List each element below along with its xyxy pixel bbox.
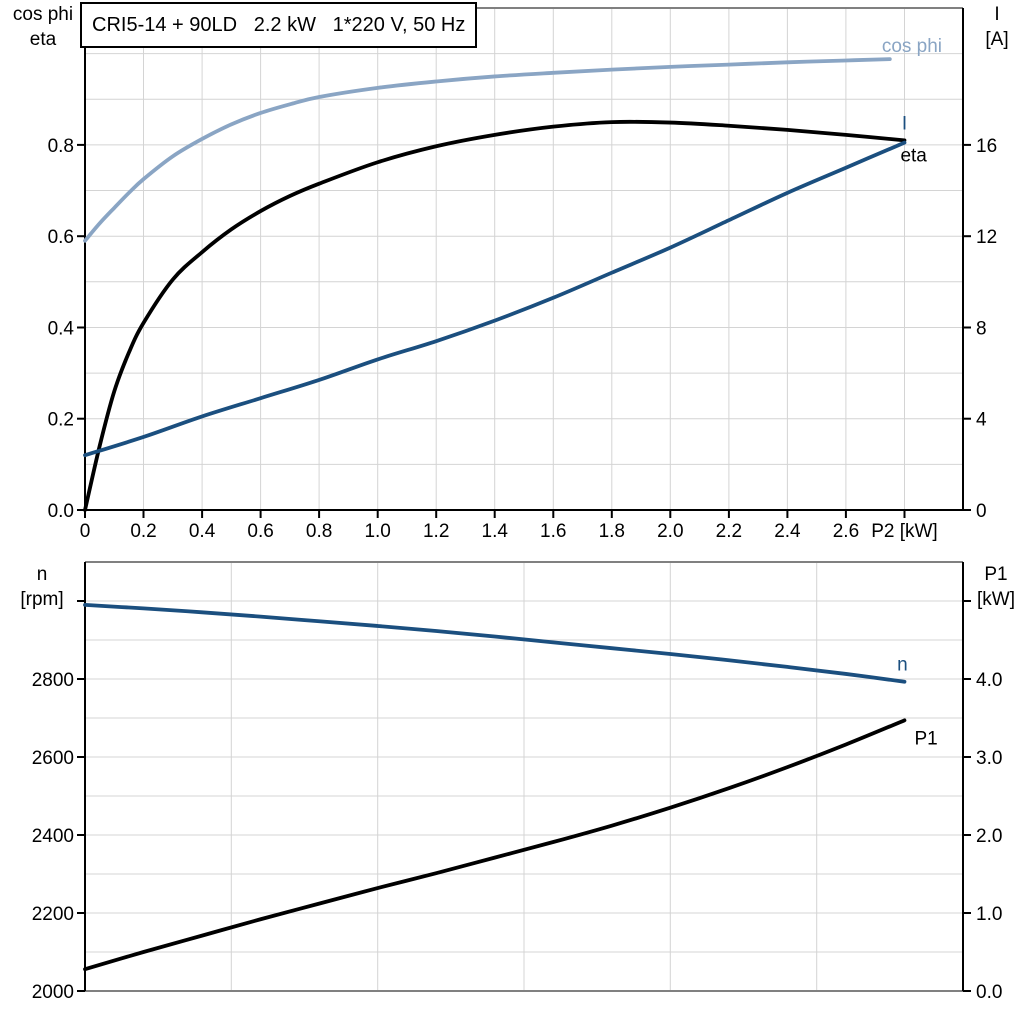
left-axis-tick-label: 0.8 [48,136,74,157]
x-axis-tick-label: 2.2 [716,521,742,542]
left-axis-label-cosphi: cos phi [12,4,74,25]
x-axis-tick-label: 1.4 [482,521,509,542]
left-axis-tick-label: 2400 [32,826,74,847]
speed-axis-label: n [36,564,48,585]
curve-label-P1: P1 [914,728,937,749]
top-right-axis-label: I [A] [974,2,1020,52]
left-axis-tick-label: 0.4 [48,318,75,339]
curve-eta [83,119,907,512]
x-axis-tick-label: 1.6 [540,521,566,542]
right-axis-tick-label: 1.0 [976,904,1002,925]
left-axis-tick-label: 0.6 [48,227,74,248]
x-axis-tick-label: 2.6 [833,521,859,542]
x-axis-tick-label: 0.4 [189,521,216,542]
x-axis-tick-label: 1.8 [599,521,625,542]
curve-label-eta: eta [900,145,927,166]
curve-n [83,603,907,684]
x-axis-tick-label: 0.6 [247,521,273,542]
x-axis-tick-label: 2.0 [657,521,683,542]
right-axis-label-unit-amps: [A] [985,29,1009,50]
left-axis-tick-label: 2600 [32,748,74,769]
speed-axis-unit-rpm: [rpm] [20,589,64,610]
x-axis-tick-label: 1.0 [364,521,390,542]
left-axis-tick-label: 0.0 [48,501,74,522]
curve-P1 [83,718,907,972]
right-axis-tick-label: 8 [976,318,987,339]
right-axis-tick-label: 4 [976,410,987,431]
right-axis-tick-label: 0.0 [976,982,1002,1003]
left-axis-tick-label: 0.2 [48,410,74,431]
right-axis-tick-label: 2.0 [976,826,1002,847]
x-axis-unit-label: P2 [kW] [871,521,938,542]
right-axis-tick-label: 4.0 [976,670,1002,691]
curve-I [83,140,907,458]
right-axis-tick-label: 0 [976,501,987,522]
right-axis-tick-label: 12 [976,227,997,248]
x-axis-tick-label: 0.2 [130,521,156,542]
power-axis-unit-kw: [kW] [977,589,1015,610]
bottom-right-axis-label: P1 [kW] [968,562,1024,612]
curve-cos-phi [83,57,892,243]
x-axis-tick-label: 0.8 [306,521,332,542]
bottom-left-axis-label: n [rpm] [6,562,78,612]
left-axis-tick-label: 2000 [32,982,74,1003]
curve-label-I: I [902,114,907,135]
x-axis-tick-label: 2.4 [774,521,801,542]
x-axis-tick-label: 0 [80,521,91,542]
top-left-axis-label: cos phi eta [5,2,81,52]
right-axis-label-current: I [994,4,1000,25]
chart-title-box: CRI5-14 + 90LD 2.2 kW 1*220 V, 50 Hz [80,2,478,48]
curve-label-cos-phi: cos phi [882,36,942,57]
curve-label-n: n [897,655,908,676]
power-axis-label-p1: P1 [984,564,1008,585]
left-axis-label-eta: eta [29,29,57,50]
right-axis-tick-label: 16 [976,136,997,157]
left-axis-tick-label: 2800 [32,670,74,691]
right-axis-tick-label: 3.0 [976,748,1002,769]
x-axis-tick-label: 1.2 [423,521,449,542]
left-axis-tick-label: 2200 [32,904,74,925]
